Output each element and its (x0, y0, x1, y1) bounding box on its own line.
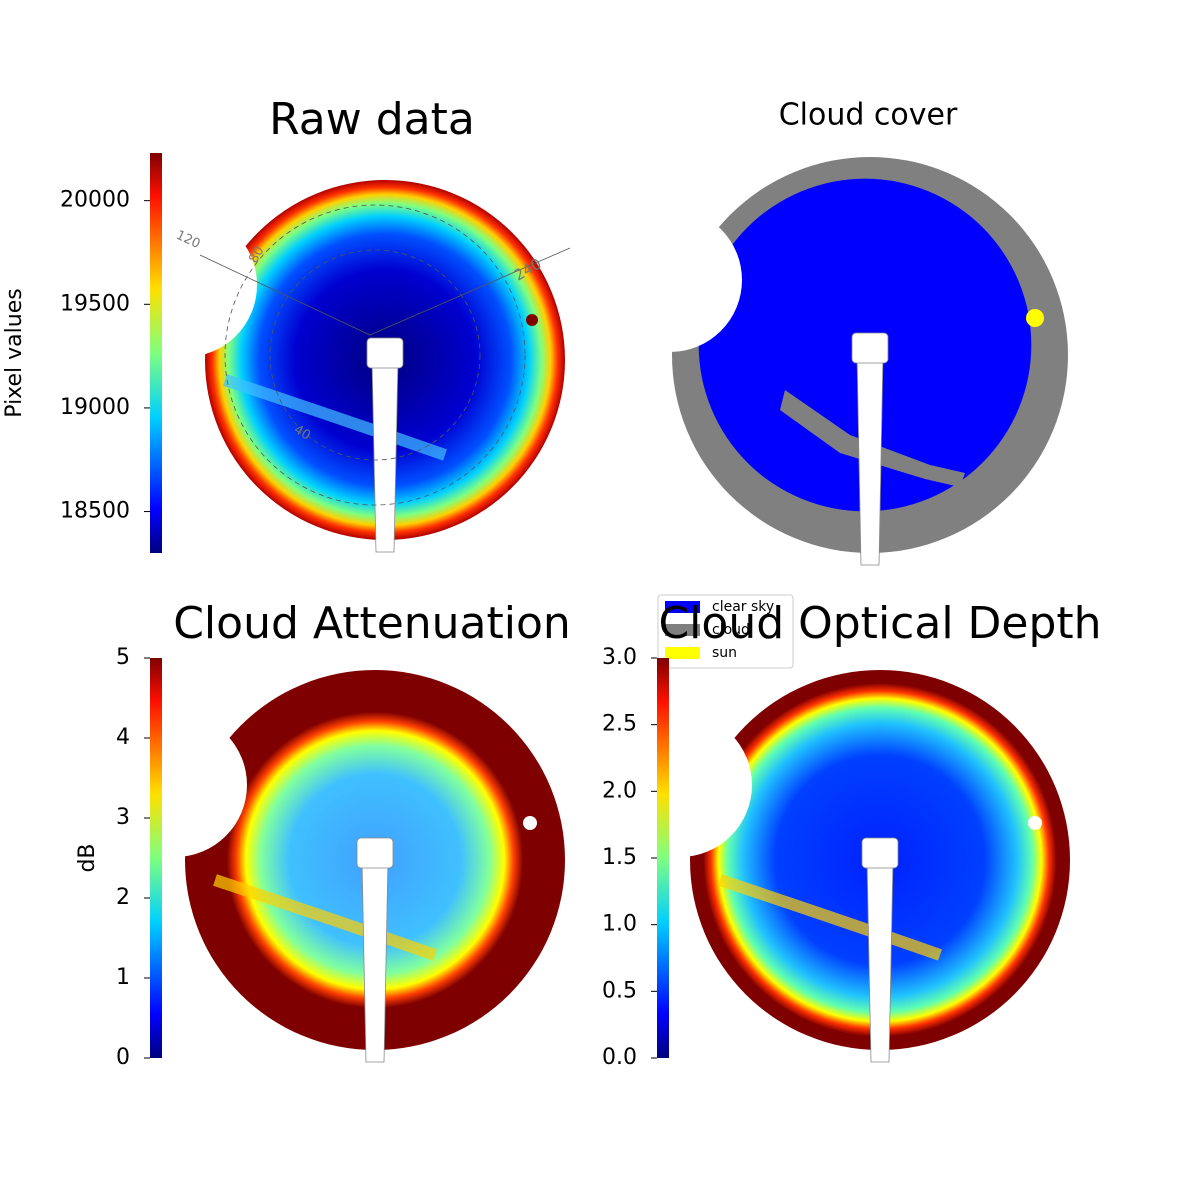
panel-title: Cloud Attenuation (173, 598, 571, 649)
colorbar-tick-label: 5 (116, 645, 130, 670)
sky-image (598, 157, 1068, 566)
colorbar-tick-label: 0.0 (602, 1045, 637, 1070)
colorbar-tick-label: 19000 (60, 395, 130, 420)
mast-head (356, 837, 394, 869)
colorbar-tick-label: 4 (116, 725, 130, 750)
colorbar (657, 658, 669, 1058)
colorbar-tick-label: 3 (116, 805, 130, 830)
colorbar-tick-label: 2 (116, 885, 130, 910)
polar-grid (269, 249, 481, 461)
colorbar-tick-label: 2.5 (602, 712, 637, 737)
mast-head (861, 837, 899, 869)
sky-image (113, 180, 571, 553)
colorbar-tick-label: 1 (116, 965, 130, 990)
polar-grid (224, 204, 526, 506)
colorbar-tick-label: 18500 (60, 499, 130, 524)
sun-mask (1028, 816, 1042, 830)
colorbar (150, 153, 162, 553)
mast-head (851, 332, 889, 364)
legend-label: cloud (712, 622, 750, 638)
sky-image (608, 670, 1070, 1063)
colorbar-tick-label: 19500 (60, 291, 130, 316)
mast (361, 859, 389, 1063)
horizon-band (718, 874, 942, 961)
mast (866, 859, 894, 1063)
polar-label: 40 (291, 422, 313, 443)
panel-title: Raw data (269, 94, 475, 145)
colorbar-label: dB (75, 843, 100, 872)
polar-label: 80 (246, 244, 267, 266)
notch (113, 213, 257, 357)
notch (598, 208, 742, 352)
notch (103, 713, 247, 857)
colorbar-tick-label: 1.0 (602, 912, 637, 937)
mast-head (366, 337, 404, 369)
colorbar-tick-label: 2.0 (602, 778, 637, 803)
cloud-streak (780, 390, 965, 487)
colorbar-tick-label: 0 (116, 1045, 130, 1070)
legend-swatch (665, 647, 700, 659)
mast (371, 359, 399, 553)
mast (856, 354, 884, 566)
colorbar (150, 658, 162, 1058)
sky-image (103, 670, 565, 1063)
colorbar-tick-label: 0.5 (602, 978, 637, 1003)
notch (608, 713, 752, 857)
horizon-band (223, 374, 447, 461)
legend-swatch (665, 601, 700, 613)
horizon-band (213, 874, 437, 961)
legend-label: clear sky (712, 599, 774, 615)
legend-label: sun (712, 645, 737, 661)
legend-swatch (665, 624, 700, 636)
sun-spot (526, 314, 538, 326)
polar-grid (199, 247, 571, 336)
colorbar-tick-label: 3.0 (602, 645, 637, 670)
colorbar-tick-label: 20000 (60, 188, 130, 213)
panel-title: Cloud cover (779, 98, 958, 133)
sun-spot (1026, 309, 1044, 327)
sun-mask (523, 816, 537, 830)
panel-title: Cloud Optical Depth (658, 598, 1101, 649)
colorbar-tick-label: 1.5 (602, 845, 637, 870)
colorbar-label: Pixel values (2, 288, 27, 417)
